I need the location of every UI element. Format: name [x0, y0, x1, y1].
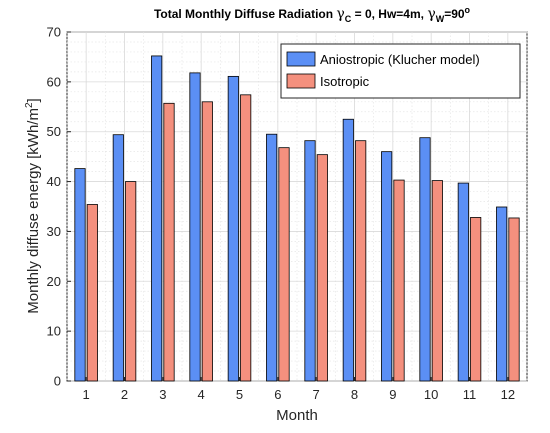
bar-isotropic-month-1 [86, 204, 98, 382]
bar-anisotropic-month-4 [189, 72, 201, 382]
legend-label-anisotropic: Aniostropic (Klucher model) [320, 52, 480, 67]
x-tick-label: 4 [198, 387, 205, 402]
x-tick-label: 3 [159, 387, 166, 402]
legend-swatch-anisotropic [286, 51, 316, 67]
bar-anisotropic-month-10 [419, 137, 431, 382]
bar-isotropic-month-10 [431, 180, 443, 382]
legend: Aniostropic (Klucher model) Isotropic [280, 43, 521, 99]
bar-anisotropic-month-3 [151, 55, 163, 382]
legend-box [280, 43, 521, 99]
y-tick-label: 70 [47, 25, 61, 40]
bar-isotropic-month-2 [125, 181, 137, 382]
bar-isotropic-month-3 [163, 102, 175, 382]
x-tick-label: 7 [313, 387, 320, 402]
y-tick-label: 50 [47, 124, 61, 139]
grid-minor [66, 32, 528, 381]
bar-isotropic-month-11 [470, 217, 482, 382]
x-tick-label: 1 [83, 387, 90, 402]
x-ticks: 1 2 3 4 5 6 7 8 9 10 11 12 [83, 377, 515, 402]
bar-anisotropic-month-9 [381, 151, 393, 382]
x-tick-label: 6 [274, 387, 281, 402]
bar-isotropic-month-4 [201, 101, 213, 382]
bar-anisotropic-month-1 [74, 168, 86, 382]
y-tick-label: 20 [47, 274, 61, 289]
bar-isotropic-month-6 [278, 147, 290, 382]
x-tick-label: 9 [389, 387, 396, 402]
bar-isotropic-month-12 [508, 217, 520, 382]
x-tick-label: 8 [351, 387, 358, 402]
bar-anisotropic-month-5 [227, 75, 239, 382]
x-tick-label: 12 [501, 387, 515, 402]
y-tick-label: 60 [47, 74, 61, 89]
bar-isotropic-month-7 [316, 154, 328, 382]
x-axis-label: Month [276, 407, 318, 424]
bar-anisotropic-month-2 [112, 134, 124, 382]
bar-anisotropic-month-7 [304, 140, 316, 382]
y-axis-label: Monthly diffuse energy [kWh/m2] [24, 98, 42, 313]
y-tick-label: 30 [47, 224, 61, 239]
y-ticks: 0 10 20 30 40 50 60 70 [47, 25, 71, 389]
bar-isotropic-month-5 [240, 94, 252, 382]
bar-anisotropic-month-6 [266, 133, 278, 382]
bar-anisotropic-month-8 [342, 118, 354, 382]
chart-title: Total Monthly Diffuse Radiation γC = 0, … [154, 5, 471, 24]
bar-isotropic-month-9 [393, 179, 405, 382]
x-tick-label: 11 [463, 387, 477, 402]
x-tick-label: 2 [121, 387, 128, 402]
bars [74, 55, 520, 382]
legend-swatch-isotropic [286, 73, 316, 89]
bar-isotropic-month-8 [355, 140, 367, 382]
y-tick-label: 40 [47, 174, 61, 189]
y-tick-label: 10 [47, 324, 61, 339]
bar-anisotropic-month-12 [496, 206, 508, 382]
legend-label-isotropic: Isotropic [320, 74, 370, 89]
x-tick-label: 5 [236, 387, 243, 402]
bar-anisotropic-month-11 [457, 182, 469, 382]
y-tick-label: 0 [54, 374, 61, 389]
x-tick-label: 10 [424, 387, 438, 402]
